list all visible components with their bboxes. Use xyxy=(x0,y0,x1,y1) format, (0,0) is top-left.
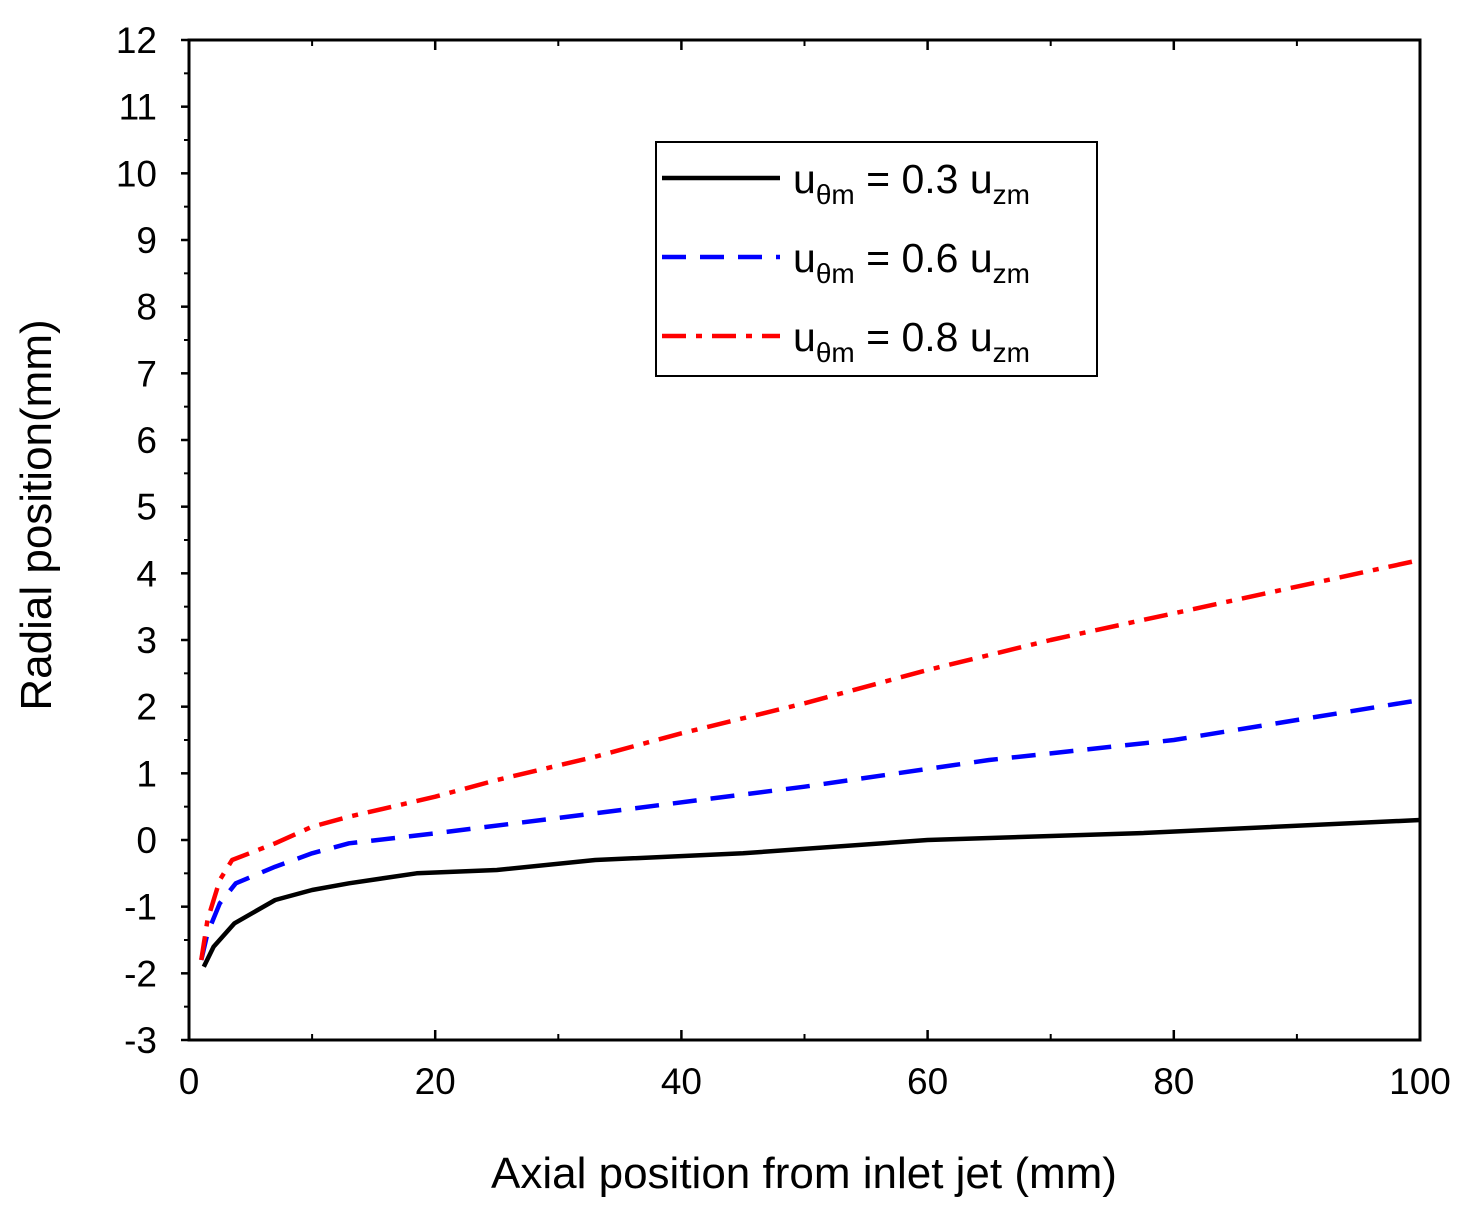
series-lines xyxy=(199,557,1421,968)
y-axis-label: Radial position(mm) xyxy=(12,319,61,710)
legend: uθm = 0.3 uzm uθm = 0.6 uzm uθm = 0.8 uzm xyxy=(655,141,1098,377)
series-line xyxy=(199,697,1421,961)
x-tick-label: 20 xyxy=(415,1061,456,1102)
y-tick-label: -1 xyxy=(124,887,157,928)
y-tick-label: 5 xyxy=(136,487,157,528)
legend-label: uθm = 0.3 uzm xyxy=(793,156,1030,210)
x-tick-labels: 0 20 40 60 80 100 xyxy=(179,1061,1451,1102)
y-tick-label: 4 xyxy=(136,553,157,594)
y-tick-label: 12 xyxy=(116,20,157,61)
y-tick-label: 7 xyxy=(136,353,157,394)
x-tick-label: 0 xyxy=(179,1061,200,1102)
plot-frame xyxy=(187,38,1422,1042)
y-tick-label: 11 xyxy=(119,87,157,128)
series-line xyxy=(201,817,1421,968)
y-tick-label: 8 xyxy=(136,287,157,328)
x-axis-label: Axial position from inlet jet (mm) xyxy=(491,1149,1117,1198)
legend-label: uθm = 0.6 uzm xyxy=(793,235,1030,289)
y-tick-label: 2 xyxy=(136,687,157,728)
y-tick-label: -3 xyxy=(124,1020,157,1061)
x-tick-label: 100 xyxy=(1389,1061,1451,1102)
y-tick-label: 10 xyxy=(116,153,157,194)
y-tick-label: -2 xyxy=(124,953,157,994)
x-tick-label: 40 xyxy=(661,1061,702,1102)
y-tick-label: 6 xyxy=(136,420,157,461)
legend-label: uθm = 0.8 uzm xyxy=(793,314,1030,368)
y-tick-label: 0 xyxy=(136,820,157,861)
y-tick-label: 9 xyxy=(136,220,157,261)
x-tick-label: 80 xyxy=(1153,1061,1194,1102)
x-tick-label: 60 xyxy=(907,1061,948,1102)
series-line xyxy=(199,557,1421,961)
y-tick-label: 3 xyxy=(136,620,157,661)
y-tick-label: 1 xyxy=(136,753,157,794)
